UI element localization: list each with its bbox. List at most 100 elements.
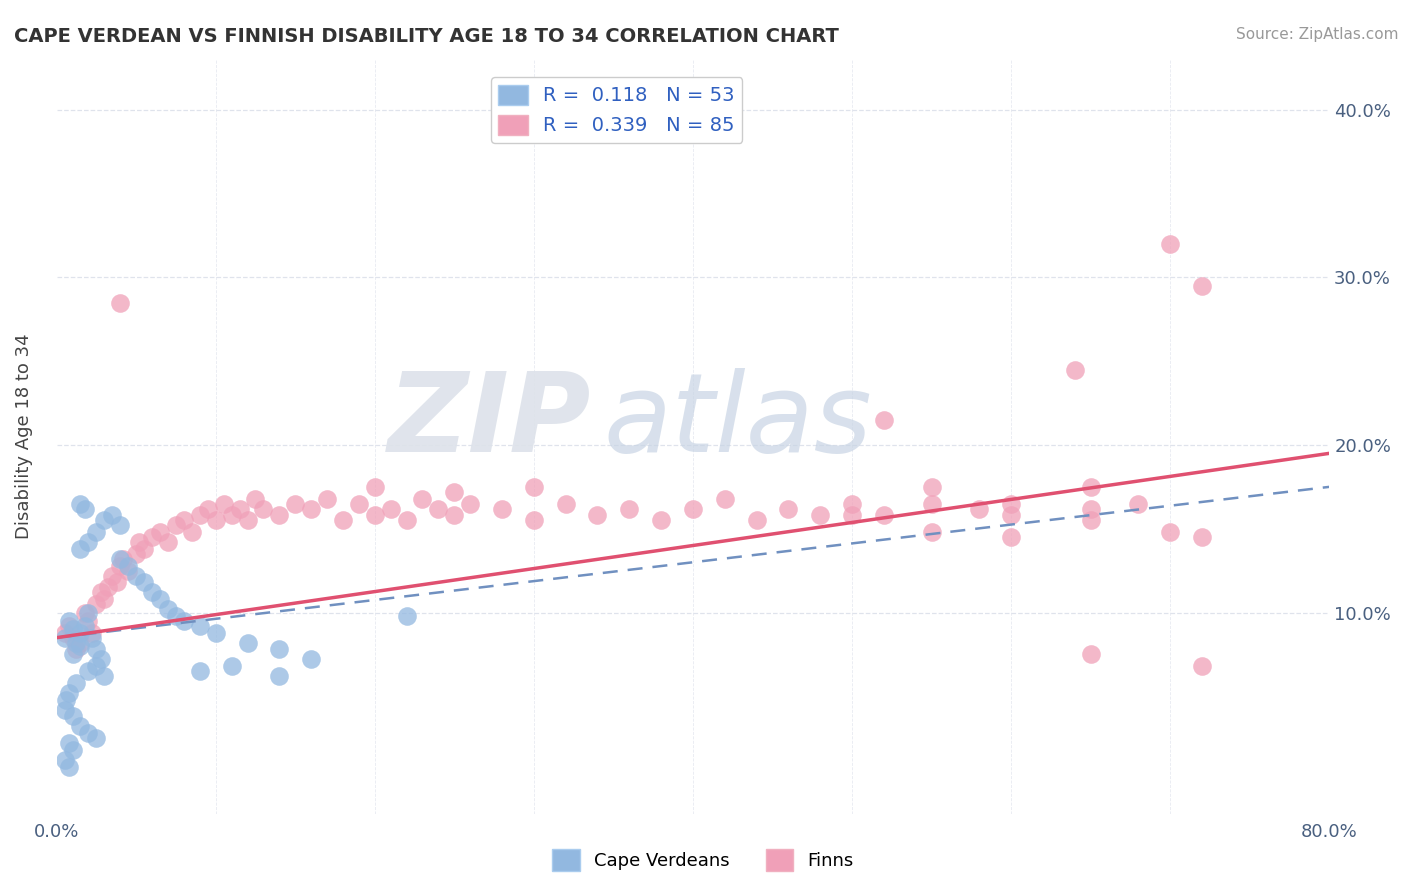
Text: atlas: atlas	[603, 368, 873, 475]
Point	[77, 614, 100, 628]
Point	[427, 501, 450, 516]
Point	[80, 625, 103, 640]
Point	[873, 413, 896, 427]
Point	[156, 535, 179, 549]
Point	[347, 497, 370, 511]
Point	[332, 513, 354, 527]
Point	[1080, 648, 1102, 662]
Point	[284, 497, 307, 511]
Point	[1000, 530, 1022, 544]
Point	[204, 513, 226, 527]
Point	[228, 501, 250, 516]
Point	[93, 592, 115, 607]
Point	[62, 743, 84, 757]
Point	[65, 676, 87, 690]
Legend: Cape Verdeans, Finns: Cape Verdeans, Finns	[546, 842, 860, 879]
Point	[1000, 508, 1022, 523]
Point	[69, 497, 91, 511]
Point	[96, 581, 118, 595]
Point	[364, 480, 387, 494]
Point	[745, 513, 768, 527]
Point	[53, 625, 76, 640]
Point	[180, 525, 202, 540]
Point	[523, 480, 546, 494]
Point	[58, 614, 80, 628]
Point	[80, 631, 103, 645]
Point	[443, 484, 465, 499]
Point	[586, 508, 609, 523]
Point	[75, 501, 97, 516]
Point	[69, 639, 91, 653]
Point	[411, 491, 433, 506]
Point	[141, 585, 163, 599]
Point	[105, 575, 128, 590]
Point	[682, 501, 704, 516]
Point	[86, 731, 108, 746]
Point	[395, 513, 418, 527]
Point	[53, 631, 76, 645]
Point	[69, 719, 91, 733]
Point	[117, 564, 139, 578]
Point	[86, 597, 108, 611]
Point	[619, 501, 641, 516]
Point	[125, 568, 148, 582]
Point	[86, 525, 108, 540]
Point	[77, 664, 100, 678]
Point	[77, 726, 100, 740]
Point	[523, 513, 546, 527]
Point	[132, 541, 155, 556]
Point	[204, 625, 226, 640]
Point	[110, 558, 132, 573]
Point	[86, 659, 108, 673]
Point	[93, 669, 115, 683]
Point	[1080, 501, 1102, 516]
Point	[380, 501, 402, 516]
Point	[69, 541, 91, 556]
Point	[1159, 525, 1181, 540]
Point	[1128, 497, 1150, 511]
Point	[69, 636, 91, 650]
Point	[173, 614, 195, 628]
Point	[650, 513, 672, 527]
Point	[125, 547, 148, 561]
Point	[443, 508, 465, 523]
Point	[188, 508, 211, 523]
Point	[75, 619, 97, 633]
Point	[110, 295, 132, 310]
Point	[969, 501, 991, 516]
Point	[65, 636, 87, 650]
Point	[299, 652, 322, 666]
Point	[808, 508, 831, 523]
Point	[395, 608, 418, 623]
Point	[299, 501, 322, 516]
Point	[841, 497, 863, 511]
Point	[53, 753, 76, 767]
Point	[65, 642, 87, 657]
Point	[188, 619, 211, 633]
Text: ZIP: ZIP	[388, 368, 591, 475]
Point	[110, 518, 132, 533]
Point	[90, 585, 112, 599]
Point	[1191, 659, 1213, 673]
Point	[58, 736, 80, 750]
Point	[86, 642, 108, 657]
Point	[62, 648, 84, 662]
Point	[62, 622, 84, 636]
Point	[112, 552, 135, 566]
Point	[364, 508, 387, 523]
Point	[316, 491, 339, 506]
Point	[58, 686, 80, 700]
Point	[1191, 530, 1213, 544]
Point	[75, 606, 97, 620]
Point	[117, 558, 139, 573]
Point	[269, 669, 291, 683]
Point	[245, 491, 267, 506]
Point	[58, 619, 80, 633]
Point	[554, 497, 576, 511]
Point	[62, 631, 84, 645]
Point	[90, 652, 112, 666]
Point	[55, 692, 77, 706]
Point	[1063, 362, 1085, 376]
Point	[69, 625, 91, 640]
Point	[53, 703, 76, 717]
